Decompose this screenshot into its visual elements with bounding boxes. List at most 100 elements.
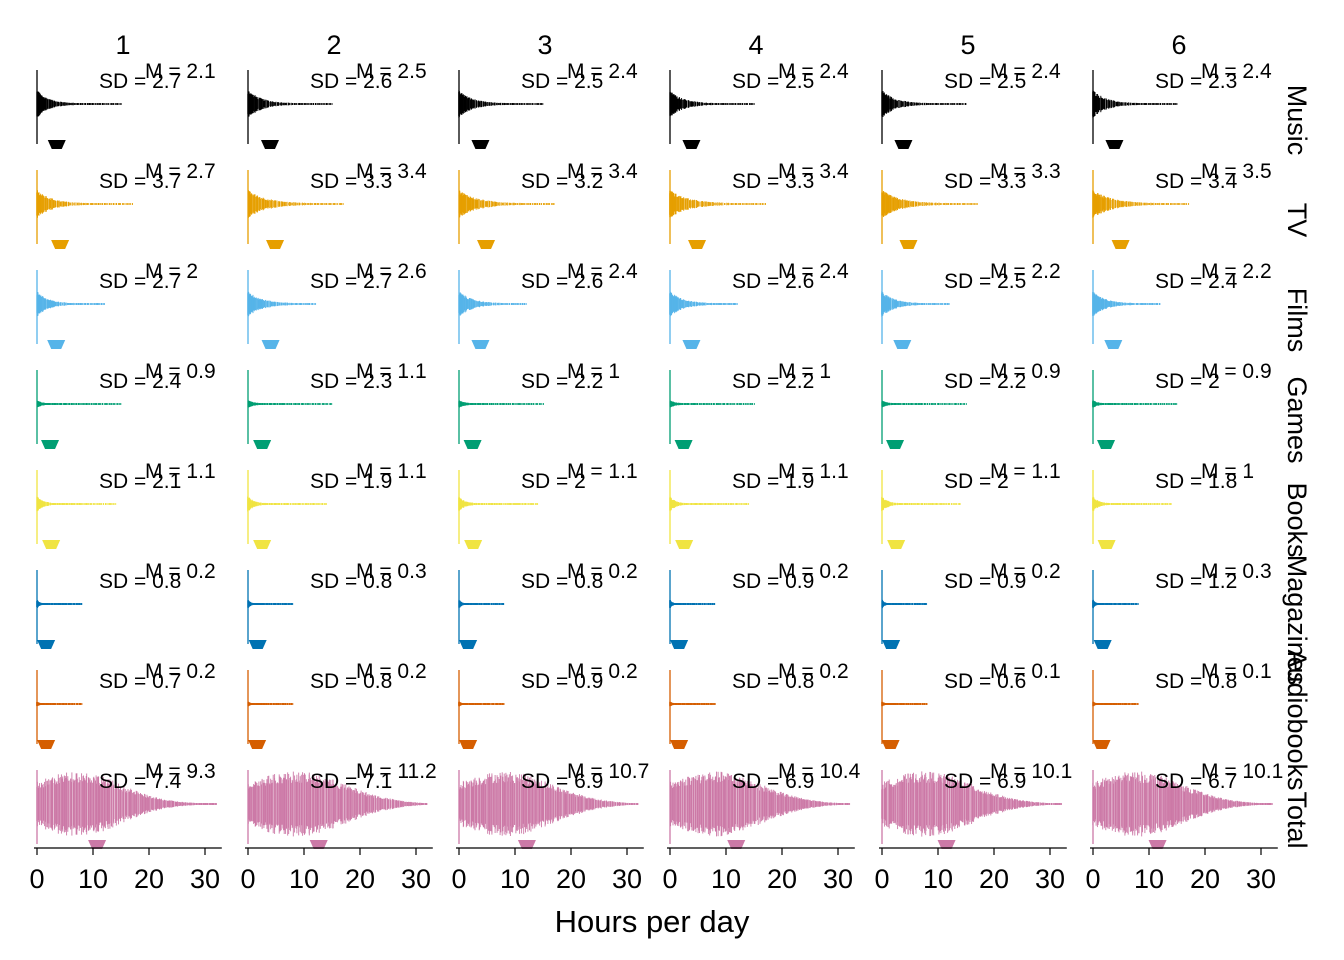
panel: M = 1.1SD = 1.9 — [247, 460, 427, 549]
panel: M = 1.1SD = 2.1 — [36, 460, 216, 549]
sd-label: SD = 1.8 — [1155, 470, 1237, 493]
sd-label: SD = 2.1 — [99, 470, 181, 493]
panel: M = 0.2SD = 0.9 — [669, 560, 849, 649]
mean-marker — [459, 640, 478, 649]
panel: M = 2.4SD = 2.5 — [458, 60, 638, 149]
panel: M = 3.3SD = 3.3 — [881, 160, 1061, 249]
sd-label: SD = 0.9 — [732, 570, 814, 593]
mean-marker — [674, 440, 693, 449]
panel: M = 2.4SD = 2.6 — [669, 260, 849, 349]
sd-label: SD = 0.9 — [944, 570, 1026, 593]
column-title: 1 — [115, 30, 130, 60]
row-label: Films — [1282, 288, 1312, 352]
sd-label: SD = 2.5 — [521, 70, 603, 93]
mean-marker — [471, 140, 490, 149]
row-label: TV — [1282, 203, 1312, 238]
panel: M = 0.9SD = 2 — [1092, 360, 1272, 449]
row-label: Audiobooks — [1282, 649, 1312, 790]
mean-label: M = 2.7 — [145, 160, 216, 183]
mean-label: M = 0.2 — [145, 560, 216, 583]
mean-marker — [266, 240, 285, 249]
sd-label: SD = 2.7 — [99, 270, 181, 293]
panel: M = 2.4SD = 2.3 — [1092, 60, 1272, 149]
mean-marker — [248, 740, 267, 749]
mean-marker — [253, 440, 272, 449]
panel: M = 3.4SD = 3.3 — [247, 160, 427, 249]
mean-marker — [261, 140, 279, 149]
panel: M = 3.5SD = 3.4 — [1092, 160, 1272, 249]
mean-label: M = 0.9 — [145, 360, 216, 383]
sd-label: SD = 3.4 — [1155, 170, 1238, 193]
mean-label: M = 2.4 — [1201, 60, 1272, 83]
sd-label: SD = 1.9 — [310, 470, 392, 493]
panel: M = 1.1SD = 2 — [458, 460, 638, 549]
panel: M = 0.2SD = 0.7 — [36, 660, 216, 749]
column-title: 3 — [537, 30, 552, 60]
panel: M = 0.2SD = 0.8 — [458, 560, 638, 649]
mean-marker — [682, 140, 701, 149]
sd-label: SD = 2.5 — [732, 70, 814, 93]
panel: M = 0.9SD = 2.4 — [36, 360, 216, 449]
mean-label: M = 3.4 — [567, 160, 638, 183]
mean-marker — [471, 340, 490, 349]
panel: M = 1SD = 2.2 — [669, 360, 831, 449]
column-title: 4 — [748, 30, 763, 60]
sd-label: SD = 2.2 — [521, 370, 603, 393]
mean-marker — [261, 340, 280, 349]
mean-marker — [1111, 240, 1130, 249]
mean-label: M = 0.2 — [778, 560, 849, 583]
mean-marker — [670, 640, 689, 649]
mean-label: M = 1 — [778, 360, 831, 383]
mean-label: M = 2.2 — [1201, 260, 1272, 283]
mean-label: M = 0.3 — [356, 560, 427, 583]
sd-label: SD = 2.7 — [99, 70, 181, 93]
column-title: 5 — [960, 30, 975, 60]
sd-label: SD = 0.9 — [521, 670, 603, 693]
mean-marker — [887, 540, 906, 549]
panel: M = 2.2SD = 2.5 — [881, 260, 1061, 349]
panel: M = 2.5SD = 2.6 — [247, 60, 427, 149]
panel: M = 1.1SD = 1.9 — [669, 460, 849, 549]
mean-marker — [1093, 640, 1112, 649]
row-label: Games — [1282, 376, 1312, 463]
panel: M = 1.1SD = 2 — [881, 460, 1061, 549]
mean-label: M = 1.1 — [567, 460, 638, 483]
mean-marker — [37, 640, 56, 649]
panel: M = 2.4SD = 2.5 — [669, 60, 849, 149]
sd-label: SD = 2.2 — [732, 370, 814, 393]
sd-label: SD = 3.3 — [732, 170, 814, 193]
panel: M = 0.2SD = 0.8 — [669, 660, 849, 749]
sd-label: SD = 2 — [521, 470, 586, 493]
mean-marker — [882, 640, 901, 649]
mean-label: M = 2.4 — [990, 60, 1061, 83]
mean-label: M = 2.4 — [567, 260, 638, 283]
panel: M = 2.6SD = 2.7 — [247, 260, 427, 349]
panel: M = 0.2SD = 0.9 — [881, 560, 1061, 649]
mean-marker — [41, 440, 60, 449]
mean-marker — [1104, 340, 1123, 349]
mean-marker — [688, 240, 707, 249]
sd-label: SD = 2.7 — [310, 270, 392, 293]
mean-marker — [682, 340, 701, 349]
panel: M = 3.4SD = 3.2 — [458, 160, 638, 249]
mean-marker — [886, 440, 905, 449]
mean-label: M = 3.5 — [1201, 160, 1272, 183]
mean-label: M = 0.9 — [990, 360, 1061, 383]
panel: M = 2SD = 2.7 — [36, 260, 198, 349]
panel: M = 3.4SD = 3.3 — [669, 160, 849, 249]
sd-label: SD = 1.2 — [1155, 570, 1237, 593]
mean-label: M = 1 — [1201, 460, 1254, 483]
mean-label: M = 2.2 — [990, 260, 1061, 283]
sd-label: SD = 2.5 — [944, 70, 1026, 93]
sd-label: SD = 3.7 — [99, 170, 181, 193]
mean-label: M = 1.1 — [990, 460, 1061, 483]
mean-marker — [675, 540, 694, 549]
mean-marker — [42, 540, 61, 549]
mean-marker — [1097, 440, 1116, 449]
mean-label: M = 0.2 — [567, 660, 638, 683]
sd-label: SD = 2.3 — [310, 370, 392, 393]
mean-label: M = 1.1 — [356, 460, 427, 483]
mean-label: M = 2.1 — [145, 60, 216, 83]
